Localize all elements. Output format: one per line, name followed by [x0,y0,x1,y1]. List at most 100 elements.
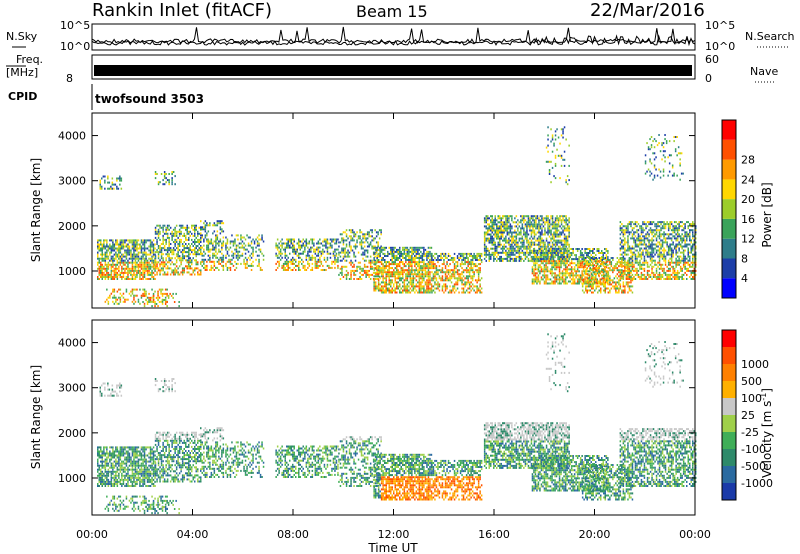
power-cell [106,267,108,270]
power-cell [235,254,238,257]
power-cell [527,247,530,250]
power-cell [441,269,444,272]
power-cell [480,287,483,290]
power-cell [598,280,600,283]
power-cell [471,287,474,290]
power-cell [441,275,444,278]
power-cell [356,245,358,248]
power-cell [545,268,547,271]
power-cell [204,252,207,255]
power-cell [441,263,444,266]
power-cell [149,239,152,242]
power-cell [258,244,260,247]
power-cell [347,273,349,276]
power-cell [551,266,553,269]
power-cell [348,235,351,238]
power-cell [142,278,144,280]
power-cell [461,281,463,284]
power-cell [177,243,179,245]
power-cell [566,262,568,265]
power-cell [429,263,431,266]
power-cell [547,233,549,236]
power-cell [183,271,185,274]
power-cell [197,267,199,270]
power-cell [536,223,539,226]
power-cell [387,289,389,292]
power-cell [278,250,280,253]
power-cell [329,266,332,269]
power-cell [360,278,363,280]
power-cell [292,238,294,241]
power-cell [380,289,383,292]
power-cell [110,259,113,262]
power-cell [412,259,415,261]
power-cell [551,257,554,260]
power-cell [178,230,181,233]
power-cell [550,215,552,218]
power-cell [619,283,622,286]
power-cell [563,264,565,267]
power-cell [542,262,544,265]
power-cell [262,258,265,261]
power-cell [385,273,387,276]
power-cell [403,283,406,286]
power-cell [402,271,404,274]
power-cell [539,215,542,218]
power-cell [106,239,108,242]
power-cell [218,222,220,225]
power-cell [143,257,146,260]
power-cell [110,263,113,266]
power-cell [557,266,559,269]
power-cell [564,268,567,271]
power-cell [353,269,355,272]
power-cell [213,248,216,251]
power-cell [615,265,617,268]
power-cell [104,239,107,242]
power-cell [579,278,582,281]
power-cell [348,255,351,258]
power-cell [447,291,450,294]
power-cell [432,275,435,278]
power-cell [538,223,540,226]
power-cell [354,233,357,236]
power-cell [103,243,105,246]
power-cell [621,259,623,262]
power-cell [585,273,587,276]
power-cell [124,269,126,272]
power-cell [544,227,546,230]
power-cell [515,255,518,258]
power-cell [292,262,294,265]
power-cell [201,228,203,231]
power-cell [356,267,358,270]
power-cell [423,246,425,249]
power-cell [444,267,447,270]
power-cell [534,254,537,257]
power-cell [400,250,402,253]
power-cell [405,273,407,276]
power-cell [151,245,153,248]
power-cell [186,259,188,262]
power-cell [200,273,202,276]
power-cell [473,263,475,266]
power-cell [587,278,589,281]
power-cell [518,255,521,258]
power-cell [197,249,199,252]
power-cell [542,268,544,271]
power-cell [471,255,474,257]
power-cell [526,229,528,232]
noise-frame [91,23,696,51]
power-cell [120,179,123,182]
power-cell [409,246,412,249]
power-cell [557,229,560,232]
power-cell [465,281,468,284]
power-cell [218,260,220,263]
power-cell [558,274,561,277]
power-cell [341,233,343,236]
power-cell [203,226,205,229]
power-cell [172,241,175,243]
power-cell [149,253,152,256]
power-cell [529,249,531,252]
power-cell [470,265,472,268]
power-cell [554,227,557,230]
power-cell [371,245,373,248]
